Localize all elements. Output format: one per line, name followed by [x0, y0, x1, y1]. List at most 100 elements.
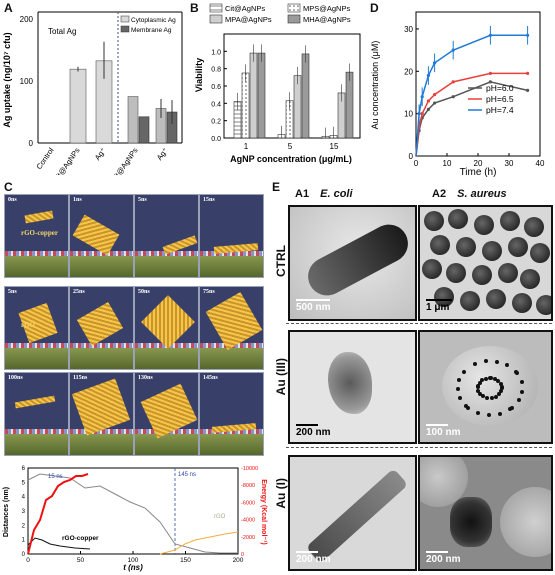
md-frame-0-3: 15ns [199, 194, 264, 278]
chart-c-annot-15ns: 15 ns [48, 474, 63, 480]
tem-col1-organism: E. coli [320, 188, 353, 200]
md-frame-time: 50ns [138, 289, 150, 295]
chart-c-ytick-left-2: 2 [22, 523, 26, 529]
gold-nanoparticle [483, 376, 488, 381]
chart-c-annot-145ns: 145 ns [178, 472, 196, 478]
coccus-cell [422, 259, 442, 279]
chart-c-ytick-right-5: -10000 [241, 466, 258, 472]
chart-c-ytick-right-4: -8000 [241, 483, 255, 489]
graphene-sheet [72, 214, 120, 256]
chart-d-line-1 [415, 72, 528, 157]
coccus-cell [434, 287, 454, 307]
chart-b-bar-0-3 [257, 52, 266, 139]
graphene-sheet [14, 395, 56, 409]
coccus-cell [508, 237, 528, 257]
md-frame-2-0: 100ns [4, 372, 69, 456]
graphene-sheet [205, 291, 263, 351]
coccus-cell [472, 265, 492, 285]
gold-nanoparticle [513, 369, 518, 374]
panel-label-e: E [272, 180, 281, 194]
chart-a-xtick-3: Cit@AgNPs [109, 146, 140, 175]
chart-c-ytick-left-5: 5 [22, 480, 26, 486]
md-frame-time: 25ns [73, 289, 85, 295]
chart-a: Ag uptake (ng/10⁷ cfu) 0 100 200 Total A… [2, 11, 183, 175]
coccus-cell [456, 237, 476, 257]
md-frame-time: 115ns [73, 375, 88, 381]
md-sheet-label: rGO [21, 321, 35, 329]
gold-nanoparticle [490, 395, 495, 400]
coccus-cell [498, 263, 518, 283]
chart-d-legend-1: pH=6.5 [486, 94, 514, 104]
gold-nanoparticle [486, 412, 491, 417]
chart-b-bar-0-1 [241, 72, 250, 139]
gold-nanoparticle [483, 359, 488, 364]
chart-d-xtick-2: 20 [474, 159, 483, 168]
md-frame-time: 75ns [203, 289, 215, 295]
chart-b-legend-0: Cit@AgNPs [225, 4, 265, 13]
tem-saureus-au3: 100 nm [418, 330, 553, 444]
coccus-cell [536, 295, 551, 315]
panel-label-d: D [370, 1, 379, 15]
chart-c-line-copper-energy [27, 473, 89, 555]
gold-nanoparticle [458, 396, 463, 401]
gold-nanoparticle [505, 363, 510, 368]
chart-d-ytick-2: 20 [404, 67, 413, 76]
chart-b-bar-1-3 [301, 53, 310, 139]
gold-nanoparticle [520, 389, 525, 394]
panel-label-c: C [4, 180, 13, 194]
coccus-cell [486, 289, 506, 309]
chart-c-ytick-left-4: 4 [22, 495, 26, 501]
chart-b-ytick-0: 0.0 [211, 136, 221, 143]
chart-c-ytick-left-3: 3 [22, 509, 26, 515]
chart-b: Viability 0.0 0.2 0.4 0.6 0.8 1.0 Cit@AgNPs MP… [194, 3, 361, 164]
coccus-cell [448, 209, 468, 229]
md-frame-time: 5ns [8, 289, 17, 295]
chart-a-xtick-4: Ag⁺ [155, 146, 170, 162]
graphene-sheet [24, 210, 54, 224]
chart-a-legend-cyto: Cytoplasmic Ag [131, 17, 176, 24]
md-frame-time: 130ns [138, 375, 153, 381]
tem-scale-3a: 200 nm [296, 554, 331, 565]
gold-nanoparticle [476, 385, 481, 390]
chart-c-annot-rgo: rGO [214, 514, 226, 520]
coccus-cell [424, 211, 444, 231]
tem-scale-2b: 100 nm [426, 427, 461, 438]
chart-b-legend-1: MPS@AgNPs [303, 4, 350, 13]
md-frame-2-1: 115ns [69, 372, 134, 456]
tem-col2-organism: S. aureus [457, 188, 507, 200]
tem-col2-header: A2 S. aureus [432, 188, 507, 200]
coccus-cell [460, 291, 480, 311]
chart-b-ytick-3: 0.6 [211, 84, 221, 91]
chart-a-bar-total-1 [69, 68, 87, 144]
tem-saureus-au1: 200 nm [418, 455, 553, 571]
chart-c-ytick-right-0: 0 [241, 552, 244, 558]
chart-c-xtick-0: 0 [26, 557, 30, 564]
tem-divider-2 [286, 447, 552, 448]
chart-b-ytick-5: 1.0 [211, 49, 221, 56]
chart-a-xtick-2: Ag⁺ [93, 146, 108, 162]
gold-nanoparticle [473, 362, 478, 367]
gold-nanoparticle [475, 410, 480, 415]
chart-b-xtick-1: 5 [288, 142, 293, 151]
graphene-sheet [76, 302, 124, 346]
gold-nanoparticle [462, 369, 467, 374]
chart-b-ylabel: Viability [194, 58, 204, 92]
chart-d-legend-2: pH=7.4 [486, 105, 514, 115]
chart-c-plot: Distances (nm) Energy (Kcal mol⁻¹) t (ns… [3, 466, 267, 572]
tem-row-au1: Au (I) [274, 478, 288, 509]
gold-nanoparticle [478, 391, 483, 396]
panel-label-b: B [190, 1, 199, 15]
gold-nanoparticle [476, 388, 481, 393]
coccus-cell [500, 211, 520, 231]
chart-a-ytick-1: 100 [20, 77, 34, 86]
tem-row-au3: Au (III) [274, 358, 288, 396]
gold-nanoparticle [481, 394, 486, 399]
tem-ecoli-au3: 200 nm [288, 330, 417, 444]
chart-c-line-rgo-distance [27, 473, 238, 554]
chart-d-legend-0: pH=6.0 [486, 83, 514, 93]
chart-a-bar-cyto-0 [127, 96, 139, 144]
gold-nanoparticle [477, 381, 482, 385]
chart-c-ytick-right-3: -6000 [241, 500, 255, 506]
gold-nanoparticle [516, 398, 521, 403]
md-frame-0-1: 1ns [69, 194, 134, 278]
